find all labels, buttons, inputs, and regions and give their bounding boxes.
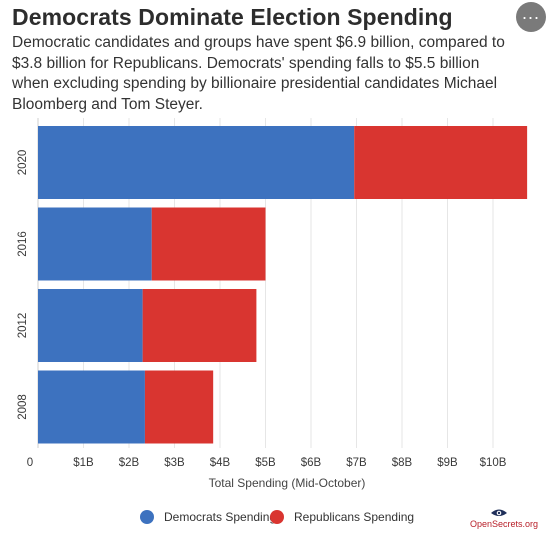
legend-label-democrats: Democrats Spending: [164, 510, 277, 524]
bar-republicans-2008[interactable]: [144, 370, 214, 444]
category-label-2020: 2020: [17, 150, 29, 176]
bar-democrats-2020[interactable]: [38, 126, 355, 199]
legend-item-republicans[interactable]: Republicans Spending: [270, 510, 414, 524]
x-tick-label: $10B: [480, 457, 507, 469]
more-menu-button[interactable]: ...: [516, 2, 546, 32]
eye-icon: [491, 509, 507, 516]
bar-democrats-2012[interactable]: [38, 289, 143, 362]
bar-chart: 2020 2016 2012 2008 0 $1B $2B $3B $4B $5B $6B $7B $…: [17, 118, 528, 490]
category-label-2008: 2008: [17, 394, 29, 420]
x-tick-label: 0: [27, 457, 33, 469]
x-tick-label: $6B: [301, 457, 322, 469]
legend-item-democrats[interactable]: Democrats Spending: [140, 510, 276, 524]
logo-text: OpenSecrets.org: [470, 519, 539, 529]
legend: Democrats Spending Republicans Spending: [0, 510, 550, 534]
x-tick-labels: 0 $1B $2B $3B $4B $5B $6B $7B $8B $9B $10B: [27, 457, 507, 469]
chart-subtitle: Democratic candidates and groups have sp…: [12, 34, 505, 113]
category-label-2012: 2012: [17, 313, 29, 339]
more-horizontal-icon: ...: [521, 3, 540, 23]
legend-swatch-republicans: [270, 510, 284, 524]
opensecrets-logo[interactable]: OpenSecrets.org: [468, 508, 538, 534]
x-tick-label: $7B: [346, 457, 367, 469]
x-axis-title: Total Spending (Mid-October): [209, 476, 366, 490]
legend-label-republicans: Republicans Spending: [294, 510, 415, 524]
bar-republicans-2016[interactable]: [151, 207, 266, 281]
bars: [38, 126, 528, 444]
x-tick-label: $2B: [119, 457, 140, 469]
x-tick-label: $3B: [164, 457, 185, 469]
x-tick-label: $8B: [392, 457, 413, 469]
x-tick-label: $5B: [255, 457, 276, 469]
chart-title: Democrats Dominate Election Spending: [12, 4, 453, 30]
x-tick-label: $9B: [437, 457, 458, 469]
legend-swatch-democrats: [140, 510, 154, 524]
category-labels: 2020 2016 2012 2008: [17, 150, 29, 420]
category-label-2016: 2016: [17, 231, 29, 257]
x-tick-label: $4B: [210, 457, 231, 469]
bar-democrats-2016[interactable]: [38, 207, 152, 281]
bar-republicans-2020[interactable]: [354, 126, 528, 199]
x-tick-label: $1B: [73, 457, 94, 469]
bar-republicans-2012[interactable]: [142, 289, 257, 362]
bar-democrats-2008[interactable]: [38, 370, 145, 444]
